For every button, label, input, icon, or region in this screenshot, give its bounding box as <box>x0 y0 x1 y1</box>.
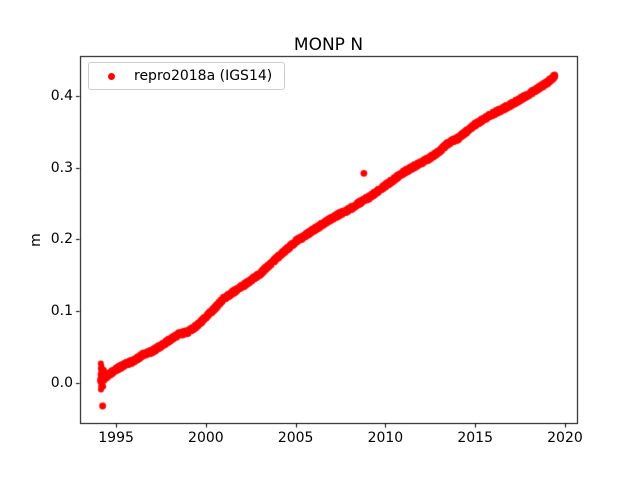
y-tick-label: 0.4 <box>50 87 73 104</box>
y-tick-label: 0.3 <box>50 159 73 176</box>
plot-title: MONP N <box>293 35 364 55</box>
x-tick-label: 2010 <box>367 430 404 446</box>
legend-series-label: repro2018a (IGS14) <box>134 68 273 84</box>
y-tick-label: 0.2 <box>50 231 73 248</box>
legend: repro2018a (IGS14) <box>88 62 285 90</box>
red-dot-marker-icon <box>108 72 115 80</box>
y-tick-label: 0.0 <box>50 375 73 391</box>
x-tick-label: 2000 <box>188 430 224 446</box>
y-tick-label: 0.1 <box>50 303 73 320</box>
x-tick-label: 2015 <box>457 430 493 446</box>
x-tick-label: 2020 <box>547 430 583 446</box>
x-tick-label: 1995 <box>98 430 134 446</box>
x-tick-label: 2005 <box>277 430 314 446</box>
